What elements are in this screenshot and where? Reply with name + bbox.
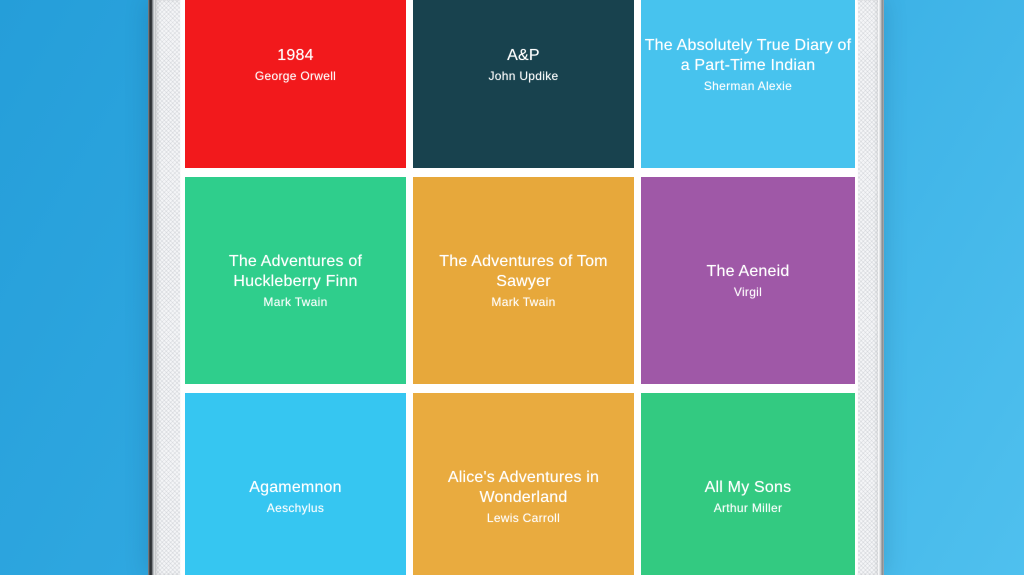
book-tile[interactable]: All My Sons Arthur Miller — [641, 393, 855, 575]
book-title: The Aeneid — [707, 262, 790, 282]
tablet-right-edge — [878, 0, 884, 575]
book-title-line: The Absolutely True Diary of — [644, 36, 852, 54]
book-author: Aeschylus — [266, 500, 325, 515]
book-title-line: Alice's Adventures in — [447, 468, 600, 486]
book-title-line: Wonderland — [479, 488, 568, 506]
tablet-right-bezel — [857, 0, 878, 575]
book-author: Mark Twain — [491, 294, 556, 309]
book-title-line: The Aeneid — [706, 262, 790, 280]
book-title-line: a Part-Time Indian — [680, 56, 816, 74]
book-title: A&P — [488, 46, 558, 66]
tablet-screen: 1984 George Orwell A&P John Updike The A… — [181, 0, 857, 575]
book-tile-text: All My Sons Arthur Miller — [705, 478, 792, 516]
book-author: Arthur Miller — [713, 500, 783, 515]
book-title: All My Sons — [705, 478, 792, 498]
book-title-line: Huckleberry Finn — [233, 272, 358, 290]
book-tile[interactable]: The Adventures of Tom Sawyer Mark Twain — [413, 177, 634, 384]
book-author: Sherman Alexie — [703, 78, 793, 93]
book-tile[interactable]: 1984 George Orwell — [185, 0, 406, 168]
book-tile-text: A&P John Updike — [488, 46, 558, 84]
book-tile-text: 1984 George Orwell — [255, 46, 336, 84]
book-title-line: All My Sons — [704, 478, 792, 496]
book-title-line: The Adventures of — [228, 252, 363, 270]
book-title: Agamemnon — [249, 478, 342, 498]
book-title: The Adventures of Tom Sawyer — [439, 252, 607, 292]
book-author: Lewis Carroll — [486, 510, 561, 525]
book-author: Mark Twain — [263, 294, 328, 309]
book-title: 1984 — [255, 46, 336, 66]
book-tile-text: Agamemnon Aeschylus — [249, 478, 342, 516]
book-tile-text: The Adventures of Huckleberry Finn Mark T… — [229, 252, 362, 310]
tablet-left-edge — [148, 0, 156, 575]
book-tile-text: Alice's Adventures in Wonderland Lewis Ca… — [448, 468, 599, 526]
tablet-left-bezel — [156, 0, 181, 575]
book-tile[interactable]: Agamemnon Aeschylus — [185, 393, 406, 575]
book-tile-text: The Absolutely True Diary of a Part-Time … — [645, 36, 852, 94]
book-author: John Updike — [488, 68, 559, 83]
book-title: The Absolutely True Diary of a Part-Time … — [645, 36, 852, 76]
book-title-line: Sawyer — [496, 272, 551, 290]
book-tile[interactable]: A&P John Updike — [413, 0, 634, 168]
book-title-line: The Adventures of Tom — [439, 252, 608, 270]
book-grid: 1984 George Orwell A&P John Updike The A… — [185, 0, 855, 575]
book-title-line: Agamemnon — [249, 478, 342, 496]
book-tile-text: The Aeneid Virgil — [707, 262, 790, 300]
book-author: George Orwell — [254, 68, 337, 83]
tablet-device: 1984 George Orwell A&P John Updike The A… — [148, 0, 884, 575]
book-title: The Adventures of Huckleberry Finn — [229, 252, 362, 292]
book-tile[interactable]: The Adventures of Huckleberry Finn Mark T… — [185, 177, 406, 384]
book-title-line: 1984 — [277, 46, 314, 64]
book-author: Virgil — [733, 284, 763, 299]
book-title-line: A&P — [507, 46, 540, 64]
book-title: Alice's Adventures in Wonderland — [448, 468, 599, 508]
book-tile[interactable]: The Aeneid Virgil — [641, 177, 855, 384]
book-tile[interactable]: Alice's Adventures in Wonderland Lewis Ca… — [413, 393, 634, 575]
book-tile-text: The Adventures of Tom Sawyer Mark Twain — [439, 252, 607, 310]
book-tile[interactable]: The Absolutely True Diary of a Part-Time … — [641, 0, 855, 168]
